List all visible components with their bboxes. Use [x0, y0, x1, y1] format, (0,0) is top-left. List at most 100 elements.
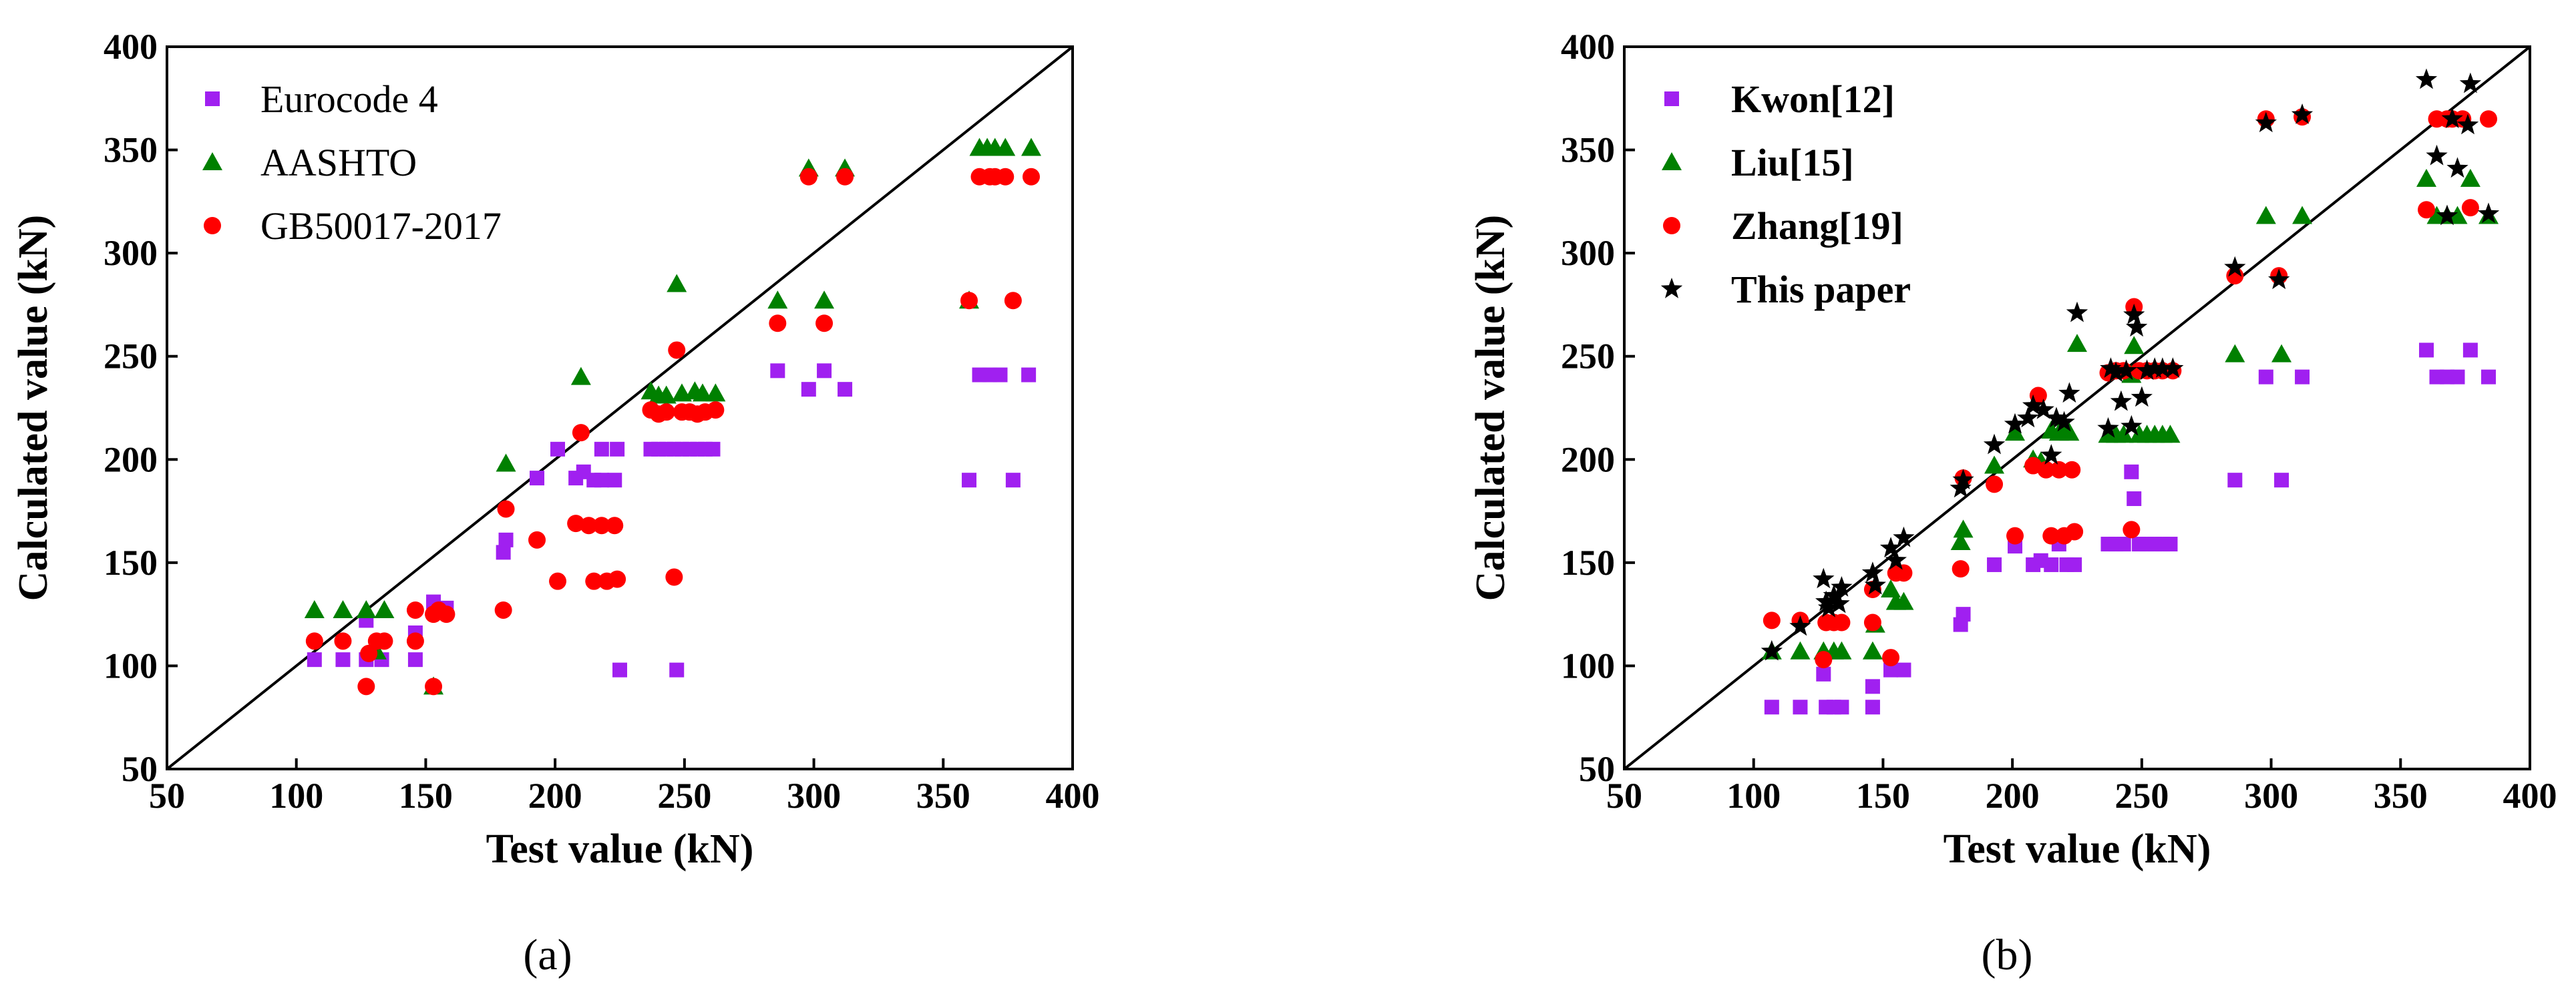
data-point	[360, 644, 378, 662]
y-tick-label: 400	[104, 27, 158, 67]
data-point	[1815, 590, 1837, 611]
data-point	[333, 599, 353, 618]
data-point	[610, 441, 625, 457]
data-point	[606, 517, 624, 535]
data-point	[570, 366, 591, 385]
data-point	[304, 599, 325, 618]
data-point	[335, 652, 351, 668]
data-point	[2050, 461, 2068, 479]
legend-label: AASHTO	[260, 141, 417, 184]
plot-frame	[166, 45, 1074, 770]
x-tick-label: 350	[2374, 776, 2428, 816]
data-point	[425, 678, 443, 696]
data-point	[995, 138, 1016, 156]
data-point	[2022, 394, 2044, 415]
data-point	[2136, 359, 2158, 381]
data-point	[2291, 103, 2314, 124]
data-point	[494, 601, 512, 619]
data-point	[607, 473, 622, 488]
panel-a: 50 100 150 200 250 300 350 400 50 100 150 200 250 300…	[11, 27, 1100, 979]
data-point	[668, 341, 686, 359]
data-point	[406, 632, 424, 650]
data-point	[2124, 336, 2145, 354]
x-tick-label: 400	[1046, 776, 1100, 816]
data-point	[594, 441, 609, 457]
data-point	[528, 531, 546, 549]
data-point	[2426, 144, 2448, 166]
x-tick-label: 250	[657, 776, 711, 816]
data-point	[1789, 615, 1811, 636]
data-point	[1021, 367, 1037, 383]
y-tick-label: 150	[104, 543, 158, 583]
data-point	[1828, 592, 1850, 613]
data-point	[1983, 433, 2006, 455]
data-point	[2460, 168, 2480, 187]
data-point	[307, 652, 322, 668]
data-point	[1004, 292, 1022, 310]
data-point	[2042, 527, 2060, 545]
data-point	[1823, 584, 1845, 605]
data-point	[2418, 201, 2436, 219]
data-point	[1831, 641, 1852, 660]
legend-label: This paper	[1731, 268, 1911, 311]
data-point	[2415, 68, 2438, 89]
data-point	[375, 632, 393, 650]
data-point	[665, 568, 683, 586]
y-axis-label: Calculated value (kN)	[11, 215, 56, 601]
y-tick-label: 50	[1579, 749, 1615, 789]
data-point	[497, 500, 515, 518]
data-point	[334, 632, 352, 650]
legend-marker	[205, 91, 220, 106]
x-tick-label: 100	[269, 776, 323, 816]
y-tick-label: 250	[1561, 336, 1615, 377]
data-point	[2456, 113, 2479, 135]
data-point	[1895, 564, 1913, 582]
panel-b: 50 100 150 200 250 300 350 400 50 100 150 200 250 300…	[1468, 27, 2557, 979]
data-point	[1793, 700, 1808, 715]
x-tick-label: 300	[2244, 776, 2298, 816]
data-point	[836, 168, 854, 186]
data-point	[2268, 268, 2290, 290]
data-point	[2017, 407, 2039, 428]
data-point	[1833, 613, 1851, 632]
data-point	[2059, 423, 2080, 441]
x-tick-label: 200	[1986, 776, 2040, 816]
data-point	[1790, 641, 1811, 660]
data-point	[2274, 473, 2289, 488]
data-point	[2104, 361, 2127, 383]
legend-label: Kwon[12]	[1731, 77, 1895, 121]
data-point	[960, 292, 978, 310]
y-tick-label: 300	[104, 233, 158, 273]
data-point	[1893, 591, 1914, 610]
data-point	[769, 314, 787, 332]
data-point	[2462, 342, 2478, 358]
data-point	[1815, 651, 1833, 669]
data-point	[2477, 202, 2500, 224]
data-point	[357, 678, 375, 696]
data-point	[838, 382, 853, 397]
data-point	[608, 570, 626, 588]
data-point	[2124, 464, 2139, 479]
data-point	[705, 383, 726, 402]
x-tick-label: 400	[2503, 776, 2557, 816]
data-point	[996, 168, 1015, 186]
plot-frame	[1623, 45, 2531, 770]
data-point	[1883, 662, 1899, 678]
data-point	[1761, 640, 1783, 661]
data-point	[356, 599, 377, 618]
y-tick-label: 200	[1561, 439, 1615, 479]
data-point	[799, 168, 817, 186]
data-point	[770, 363, 785, 379]
data-point	[2040, 444, 2062, 465]
data-point	[2113, 425, 2134, 443]
data-point	[962, 473, 977, 488]
data-point	[374, 599, 395, 618]
y-axis-label: Calculated value (kN)	[1468, 215, 1513, 601]
data-point	[567, 515, 585, 533]
data-point	[2227, 473, 2243, 488]
legend-marker	[1664, 91, 1679, 106]
data-point	[2151, 357, 2173, 378]
data-point	[1816, 666, 1831, 682]
data-point	[530, 471, 545, 486]
